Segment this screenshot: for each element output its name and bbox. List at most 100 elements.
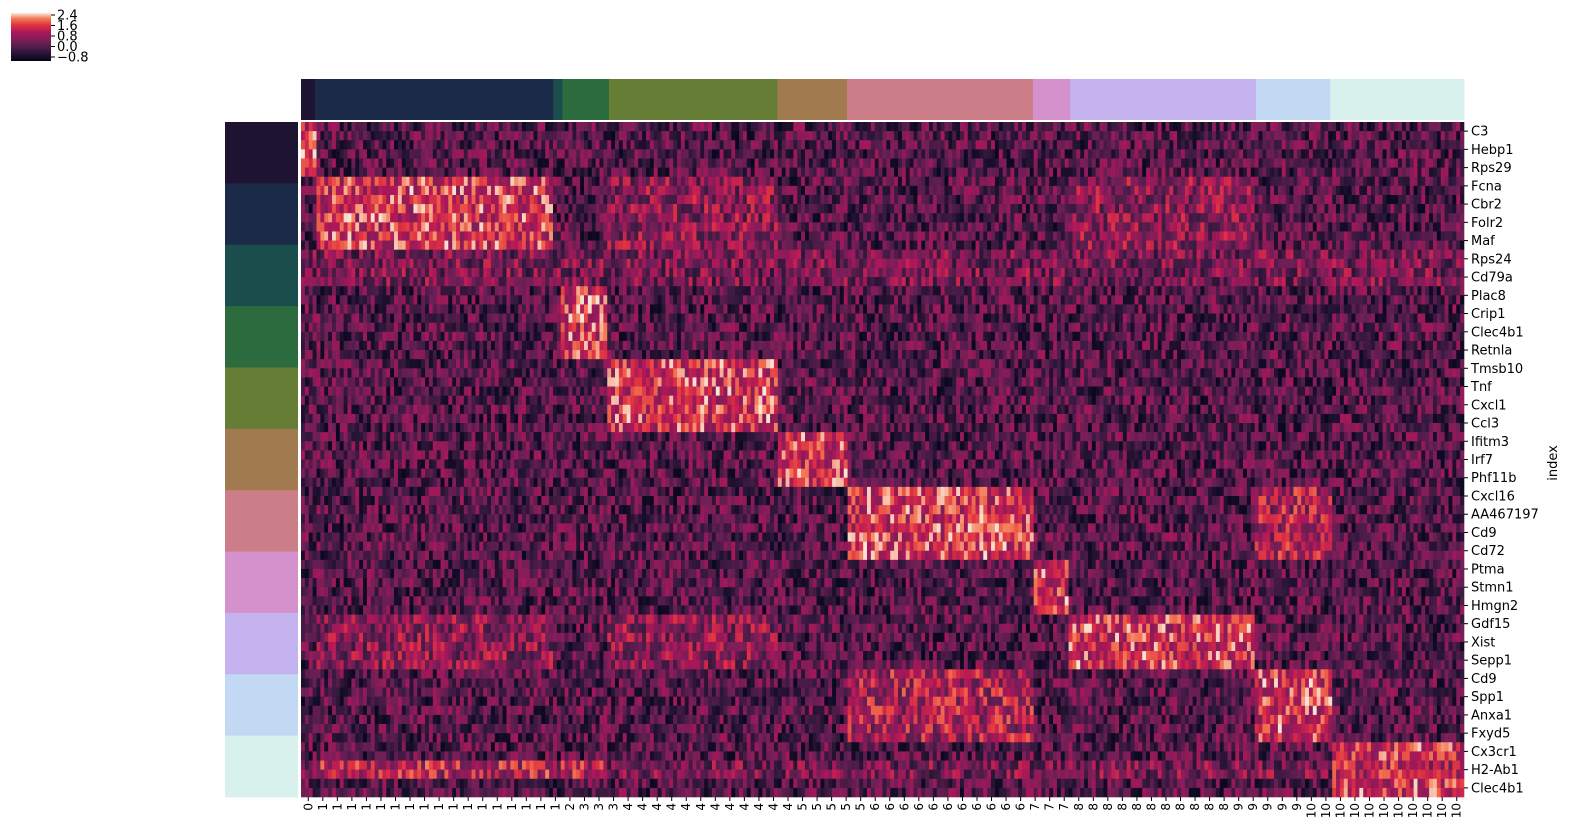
heatmap-cell (397, 705, 403, 716)
heatmap-cell (506, 614, 511, 624)
heatmap-cell (549, 532, 554, 542)
heatmap-cell (394, 295, 399, 305)
heatmap-cell (552, 222, 558, 232)
heatmap-cell (370, 578, 375, 588)
heatmap-cell (355, 340, 360, 351)
heatmap-cell (490, 614, 496, 624)
heatmap-cell (378, 596, 383, 606)
heatmap-cell (479, 714, 484, 725)
heatmap-cell (556, 432, 562, 442)
heatmap-cell (316, 705, 321, 716)
heatmap-cell (347, 249, 352, 260)
heatmap-cell (487, 477, 492, 488)
heatmap-cell (533, 769, 538, 780)
heatmap-cell (397, 751, 403, 761)
heatmap-cell (332, 769, 337, 780)
heatmap-cell (463, 149, 468, 159)
heatmap-cell (401, 696, 406, 707)
heatmap-cell (413, 505, 418, 515)
heatmap-cell (343, 450, 348, 460)
heatmap-cell (359, 614, 364, 624)
heatmap-cell (401, 587, 406, 597)
heatmap-cell (510, 541, 515, 552)
heatmap-cell (506, 423, 511, 433)
heatmap-cell (432, 258, 437, 269)
heatmap-cell (386, 678, 391, 688)
heatmap-cell (483, 477, 488, 488)
heatmap-cell (525, 167, 531, 178)
heatmap-cell (320, 386, 325, 396)
heatmap-cell (316, 441, 321, 451)
heatmap-cell (436, 377, 441, 387)
heatmap-cell (417, 669, 422, 679)
heatmap-cell (452, 760, 457, 770)
heatmap-cell (386, 249, 391, 260)
heatmap-cell (335, 204, 341, 214)
heatmap-cell (463, 331, 468, 342)
heatmap-cell (370, 660, 375, 670)
heatmap-cell (351, 505, 356, 515)
heatmap-cell (335, 240, 341, 251)
heatmap-cell (510, 331, 515, 342)
heatmap-cell (301, 149, 306, 159)
heatmap-cell (452, 450, 457, 460)
heatmap-cell (525, 122, 531, 132)
heatmap-cell (335, 140, 341, 150)
heatmap-cell (425, 514, 430, 524)
heatmap-cell (483, 350, 488, 360)
heatmap-cell (351, 176, 356, 187)
heatmap-cell (483, 295, 488, 305)
heatmap-cell (467, 559, 472, 570)
heatmap-cell (452, 696, 457, 707)
heatmap-cell (428, 468, 434, 479)
heatmap-cell (366, 523, 372, 533)
heatmap-cell (459, 578, 465, 588)
heatmap-cell (436, 769, 441, 780)
heatmap-cell (366, 258, 372, 269)
heatmap-cell (479, 623, 484, 634)
heatmap-cell (541, 568, 546, 579)
heatmap-cell (320, 350, 325, 360)
heatmap-cell (401, 523, 406, 533)
heatmap-cell (339, 724, 344, 734)
heatmap-cell (308, 258, 313, 269)
heatmap-cell (359, 532, 364, 542)
heatmap-cell (308, 167, 313, 178)
heatmap-cell (409, 696, 414, 707)
heatmap-cell (351, 495, 356, 506)
heatmap-cell (440, 185, 445, 196)
heatmap-cell (347, 313, 352, 323)
heatmap-cell (444, 514, 449, 524)
heatmap-cell (432, 778, 437, 789)
heatmap-cell (386, 267, 391, 278)
heatmap-cell (518, 742, 523, 752)
heatmap-cell (452, 568, 457, 579)
heatmap-cell (545, 687, 550, 697)
heatmap-cell (541, 641, 546, 652)
heatmap-cell (355, 404, 360, 415)
heatmap-cell (463, 495, 468, 506)
heatmap-cell (487, 404, 492, 415)
heatmap-cell (533, 249, 538, 260)
heatmap-cell (366, 605, 372, 615)
heatmap-cell (506, 733, 511, 743)
heatmap-cell (510, 696, 515, 707)
heatmap-cell (529, 486, 534, 497)
heatmap-cell (374, 204, 379, 214)
heatmap-cell (432, 340, 437, 351)
heatmap-cell (502, 322, 507, 333)
heatmap-cell (494, 787, 500, 798)
heatmap-cell (390, 258, 395, 269)
heatmap-cell (436, 459, 441, 469)
heatmap-cell (386, 158, 391, 168)
heatmap-cell (498, 614, 503, 624)
heatmap-cell (359, 213, 364, 223)
heatmap-cell (479, 368, 484, 378)
heatmap-cell (467, 386, 472, 396)
heatmap-cell (440, 331, 445, 342)
heatmap-cell (355, 295, 360, 305)
heatmap-cell (487, 204, 492, 214)
heatmap-cell (359, 204, 364, 214)
heatmap-cell (514, 724, 519, 734)
heatmap-cell (401, 450, 406, 460)
